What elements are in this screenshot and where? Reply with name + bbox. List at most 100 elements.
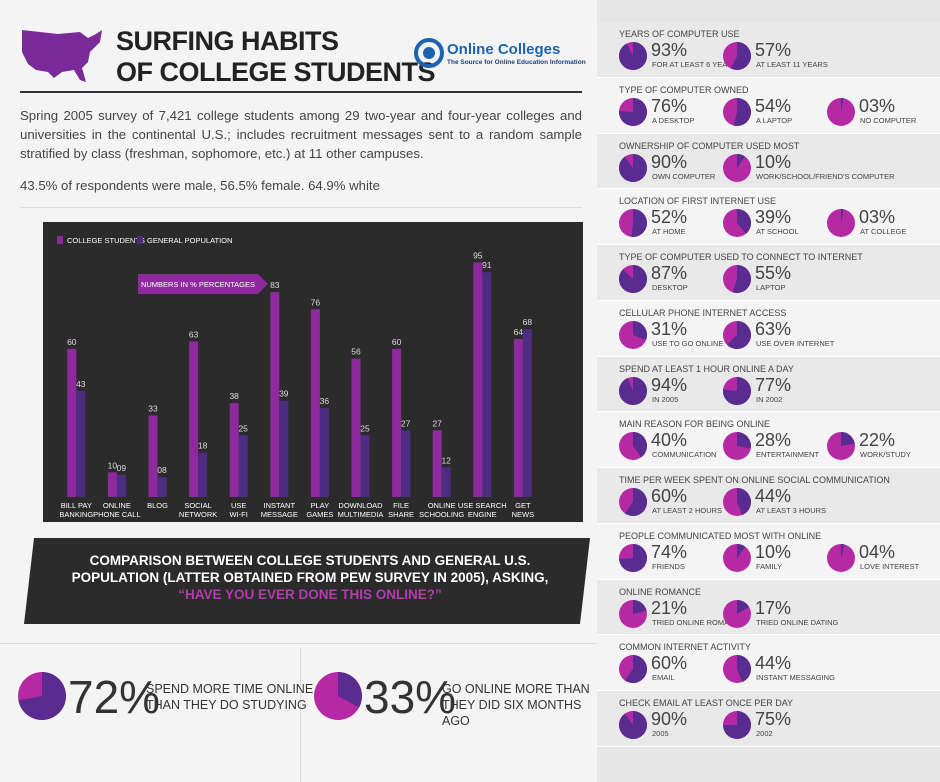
bar xyxy=(76,390,86,497)
item-label: 2002 xyxy=(756,729,773,738)
panel: PEOPLE COMMUNICATED MOST WITH ONLINE 74% F… xyxy=(597,523,940,580)
item-pie-svg xyxy=(723,655,751,684)
item-value: 93% xyxy=(651,40,688,60)
item-value: 21% xyxy=(651,597,688,618)
right-column: YEARS OF COMPUTER USE 93% FOR AT LEAST 6 Y… xyxy=(597,0,940,782)
caption: COMPARISON BETWEEN COLLEGE STUDENTS AND … xyxy=(50,552,570,603)
legend-label: COLLEGE STUDENTS xyxy=(67,236,145,245)
item-pie-svg xyxy=(723,42,751,70)
item-label: WORK/SCHOOL/FRIEND'S COMPUTER xyxy=(756,171,895,181)
item-pie-svg xyxy=(723,265,751,293)
bar xyxy=(513,338,523,497)
chart: COLLEGE STUDENTS GENERAL POPULATION NUMBER… xyxy=(43,222,583,522)
item-value: 76% xyxy=(651,95,688,116)
item-value: 54% xyxy=(755,95,792,116)
stat-pie xyxy=(338,672,362,708)
item-pie xyxy=(737,543,746,558)
item-pie-svg xyxy=(619,543,647,572)
item-value: 74% xyxy=(651,541,688,562)
item-value: 31% xyxy=(651,318,688,339)
panel-title: MAIN REASON FOR BEING ONLINE xyxy=(619,419,771,430)
x-tick-label: FILE SHARE xyxy=(388,501,415,519)
x-tick-label: ONLINE SCHOOLING xyxy=(419,501,465,519)
panel-title: TIME PER WEEK SPENT ON ONLINE SOCIAL COM… xyxy=(619,475,890,485)
item-value: 55% xyxy=(755,263,792,283)
value-label: 12 xyxy=(441,455,451,465)
panel: CHECK EMAIL AT LEAST ONCE PER DAY 90% 2005… xyxy=(597,691,940,747)
item-pie-svg xyxy=(619,599,647,628)
item-label: FAMILY xyxy=(756,561,783,571)
bar xyxy=(229,403,239,497)
panel-title: SPEND AT LEAST 1 HOUR ONLINE A DAY xyxy=(619,363,794,374)
panel: CELLULAR PHONE INTERNET ACCESS 31% USE TO … xyxy=(597,300,940,357)
caption-text: COMPARISON BETWEEN COLLEGE STUDENTS AND … xyxy=(71,553,549,585)
panel-title: OWNERSHIP OF COMPUTER USED MOST xyxy=(619,140,800,151)
bar xyxy=(432,430,442,497)
legend-swatch xyxy=(57,236,63,244)
item-pie-svg xyxy=(723,376,751,405)
item-value: 04% xyxy=(859,541,896,562)
bar xyxy=(473,262,483,497)
left-column: SURFING HABITS OF COLLEGE STUDENTS Online… xyxy=(0,26,597,782)
value-label: 25 xyxy=(238,423,248,433)
item-pie-svg xyxy=(723,153,751,182)
title-line: SURFING HABITS xyxy=(116,26,339,56)
item-pie xyxy=(723,376,751,405)
bar xyxy=(310,309,320,497)
rule xyxy=(20,207,582,208)
x-tick-label: INSTANT MESSAGE xyxy=(260,501,298,519)
item-value: 94% xyxy=(651,374,688,395)
x-tick-label: SOCIAL NETWORK xyxy=(178,501,218,519)
value-label: 38 xyxy=(229,391,239,401)
item-value: 90% xyxy=(651,709,688,729)
item-label: EMAIL xyxy=(652,673,675,683)
item-value: 22% xyxy=(859,430,896,451)
bar xyxy=(392,348,402,497)
item-pie xyxy=(841,97,844,112)
item-label: A LAPTOP xyxy=(756,115,793,125)
legend-label: GENERAL POPULATION xyxy=(147,236,232,245)
item-label: LAPTOP xyxy=(756,283,786,292)
item-pie-svg xyxy=(619,320,647,349)
panel-title: CHECK EMAIL AT LEAST ONCE PER DAY xyxy=(619,698,794,708)
item-pie xyxy=(619,376,647,405)
item-label: COMMUNICATION xyxy=(652,450,717,460)
panel: LOCATION OF FIRST INTERNET USE 52% AT HOME… xyxy=(597,189,940,245)
item-pie-svg xyxy=(619,265,647,293)
item-label: A DESKTOP xyxy=(652,115,695,125)
item-pie xyxy=(619,543,647,572)
item-label: INSTANT MESSAGING xyxy=(756,673,835,683)
value-label: 63 xyxy=(189,329,199,339)
item-label: ENTERTAINMENT xyxy=(756,450,820,460)
item-pie xyxy=(633,432,647,458)
item-label: FRIENDS xyxy=(652,561,685,571)
divider xyxy=(300,648,301,782)
item-value: 90% xyxy=(651,151,688,172)
item-pie-svg xyxy=(619,42,647,70)
item-pie-svg xyxy=(619,488,647,516)
item-pie-svg xyxy=(827,209,855,238)
item-pie xyxy=(737,209,751,235)
value-label: 36 xyxy=(320,396,330,406)
value-label: 64 xyxy=(514,327,524,337)
item-pie-svg xyxy=(723,599,751,628)
x-tick-label: GET NEWS xyxy=(511,501,535,519)
x-tick-label: PLAY GAMES xyxy=(306,501,334,519)
item-label: TRIED ONLINE DATING xyxy=(756,617,839,627)
panel: MAIN REASON FOR BEING ONLINE 40% COMMUNICA… xyxy=(597,412,940,468)
bar xyxy=(360,435,370,497)
bar xyxy=(441,467,451,497)
item-pie xyxy=(726,320,751,349)
item-label: AT LEAST 3 HOURS xyxy=(756,506,827,515)
panel: TYPE OF COMPUTER OWNED 76% A DESKTOP 54% A L… xyxy=(597,77,940,134)
logo-text: Online Colleges xyxy=(447,41,561,58)
panel: TYPE OF COMPUTER USED TO CONNECT TO INTE… xyxy=(597,245,940,301)
bar xyxy=(107,472,117,497)
item-label: FOR AT LEAST 6 YEARS xyxy=(652,60,738,69)
panel-title: COMMON INTERNET ACTIVITY xyxy=(619,642,751,653)
stat-pie-svg xyxy=(314,672,362,720)
item-value: 77% xyxy=(755,374,792,395)
panel: COMMON INTERNET ACTIVITY 60% EMAIL 44% INSTA… xyxy=(597,635,940,691)
item-label: DESKTOP xyxy=(652,283,688,292)
